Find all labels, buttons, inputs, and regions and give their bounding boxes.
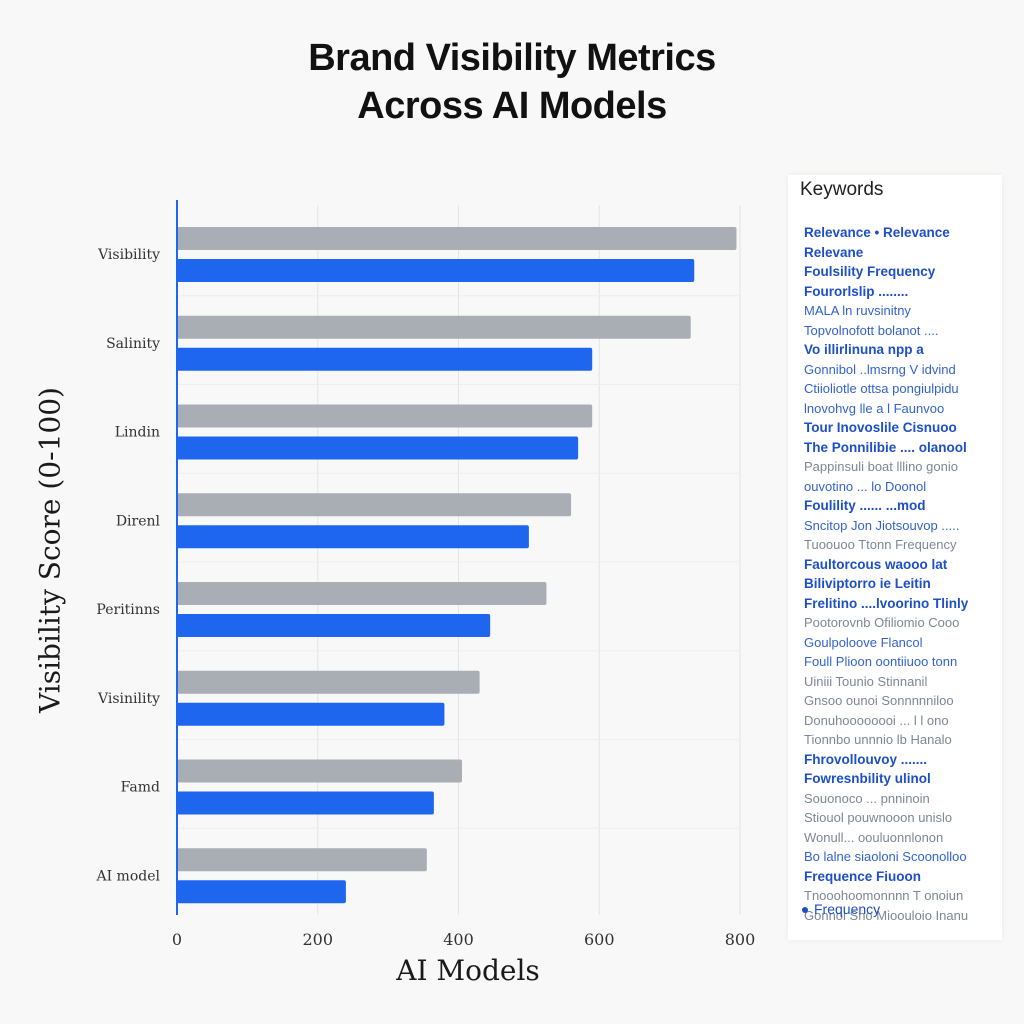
legend-list: Relevance • Relevance Relevane Foulsility … (804, 223, 996, 925)
legend-entry: Wonull... oouluonnlonon (804, 829, 944, 845)
bar-gray-5 (177, 670, 480, 694)
legend-entry: Relevane (804, 244, 864, 260)
legend-entry: Fowresnbility ulinol (804, 771, 931, 786)
category-label: Famd (121, 780, 160, 796)
y-axis-label: Visibility Score (0-100) (33, 387, 67, 713)
legend-entry: Gonnibol ..lmsrng V idvind (804, 361, 956, 377)
legend-entry: Faultorcous waooo lat (804, 556, 948, 572)
x-tick-label: 200 (302, 930, 333, 949)
legend-entry: Gonnol Sno Mioouloio Inanu (804, 907, 969, 923)
category-label: AI model (95, 868, 160, 884)
legend-entry: Tuoouoo Ttonn Frequency (804, 537, 957, 552)
legend-entry: lnovohvg lle a l Faunvoo (804, 400, 945, 416)
x-tick-label: 600 (584, 930, 615, 949)
category-label: Direnl (116, 513, 161, 529)
legend-entry: Tnooohoomonnnn T onoiun (804, 888, 964, 903)
chart-title-line-2: Across AI Models (357, 85, 667, 127)
legend-entry: Frelitino ....lvoorino Tlinly (804, 595, 969, 611)
legend-entry: Topvolnofott bolanot .... (804, 322, 939, 338)
legend-entry: Stiouol pouwnooon unislo (804, 810, 953, 825)
bar-blue-3 (177, 525, 529, 549)
bar-gray-2 (177, 404, 593, 428)
x-axis-label: AI Models (396, 954, 540, 987)
bar-gray-4 (177, 582, 547, 605)
legend-entry: Gnsoo ounoi Sonnnnniloo (804, 693, 954, 708)
category-label: Visinility (97, 691, 160, 707)
bar-blue-7 (177, 880, 346, 904)
legend-entry: ouvotino ... lo Doonol (804, 478, 927, 494)
category-label: Salinity (106, 336, 160, 352)
x-tick-label: 400 (443, 930, 474, 949)
legend-entry: Tour Inovoslile Cisnuoo (804, 420, 957, 435)
bar-gray-1 (177, 315, 691, 339)
legend-footer-item: Frequency (802, 901, 880, 917)
bar-blue-6 (177, 791, 434, 815)
legend-title: Keywords (800, 179, 884, 200)
legend-entry: Uiniii Tounio Stinnanil (804, 673, 928, 689)
legend-entry: MALA ln ruvsinitny (804, 303, 911, 318)
legend-entry: Foulsility Frequency (804, 264, 936, 279)
legend-entry: Goulpoloove Flancol (804, 634, 923, 650)
legend-entry: Pootorovnb Ofiliomio Cooo (804, 615, 960, 630)
x-tick-label: 0 (172, 930, 182, 949)
legend-entry: Frequence Fiuoon (804, 868, 922, 884)
category-label: Visibility (97, 247, 160, 263)
legend-footer-label: Frequency (814, 901, 881, 917)
legend-entry: Pappinsuli boat lllino gonio (804, 459, 958, 474)
legend-entry: Foulility ...... ...mod (804, 498, 926, 513)
bar-gray-0 (177, 227, 737, 250)
legend-entry: Ctiioliotle ottsa pongiulpidu (804, 381, 959, 396)
chart-title: Brand Visibility Metrics Across AI Model… (0, 34, 1024, 130)
legend-entry: Foull Plioon oontiiuoo tonn (804, 654, 958, 669)
legend-entry: Biliviptorro ie Leitin (804, 576, 931, 591)
legend-entry: Sncitop Jon Jiotsouvop ..... (804, 517, 960, 533)
bar-gray-7 (177, 848, 427, 872)
legend-entry: The Ponnilibie .... olanool (804, 439, 967, 455)
bar-blue-2 (177, 436, 579, 460)
legend-panel: Keywords Relevance • Relevance Relevane Fo… (788, 175, 1002, 940)
legend-entry: Bo lalne siaoloni Scoonolloo (804, 849, 967, 864)
legend-entry: Fhrovollouvoy ....... (804, 751, 928, 767)
bar-blue-0 (177, 259, 695, 282)
category-label: Peritinns (96, 602, 160, 618)
chart-title-line-1: Brand Visibility Metrics (308, 37, 716, 79)
bar-gray-6 (177, 759, 463, 783)
category-label: Lindin (115, 425, 160, 441)
bar-blue-1 (177, 347, 593, 371)
legend-entry: Donuhoooooooi ... l l ono (804, 712, 949, 728)
x-tick-label: 800 (725, 930, 756, 949)
legend-entry: Fourorlslip ........ (804, 283, 909, 299)
legend-entry: Souonoco ... pnninoin (804, 790, 930, 806)
bar-blue-4 (177, 614, 491, 637)
bar-gray-3 (177, 493, 572, 517)
legend-entry: Tionnbo unnnio lb Hanalo (804, 732, 952, 747)
legend-entry: Relevance • Relevance (804, 225, 950, 240)
legend-entry: Vo illirlinuna npp a (804, 342, 924, 357)
bar-blue-5 (177, 702, 445, 726)
bullet-icon (802, 907, 808, 914)
